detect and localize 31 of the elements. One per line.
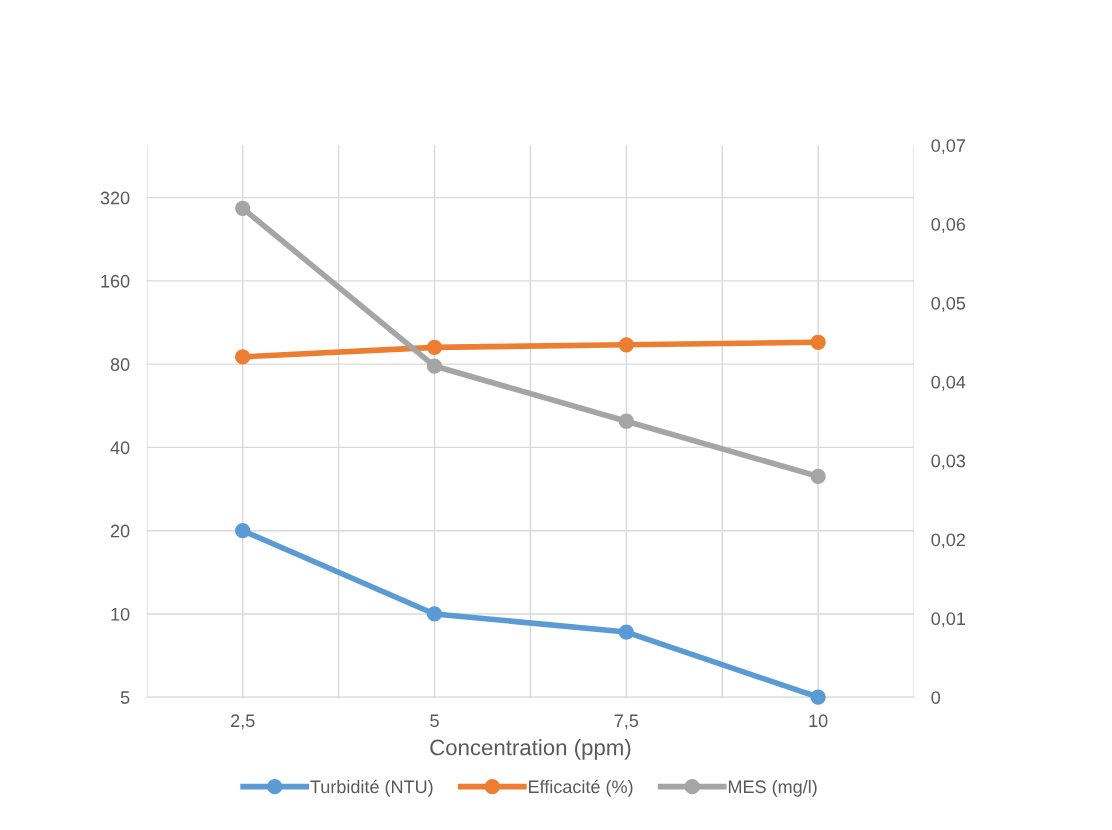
y2-tick-label: 0,04: [931, 375, 966, 391]
y2-tick-label: 0,05: [931, 296, 966, 312]
y-tick-label: 10: [111, 607, 130, 621]
point: [810, 334, 826, 350]
y2-tick-label: 0,06: [931, 218, 966, 233]
y-tick-label: 20: [110, 524, 130, 538]
y2-tick-label: 0,07: [931, 139, 965, 155]
legend-label: Turbidité (NTU): [310, 779, 433, 797]
legend-label: MES (mg/l): [728, 779, 817, 797]
y-tick-label: 160: [101, 274, 130, 288]
point: [235, 523, 251, 539]
point: [426, 606, 443, 622]
y2-tick-label: 0,01: [931, 612, 965, 628]
y2-tick-label: 0,03: [931, 454, 966, 470]
x-tick-label: 10: [809, 714, 828, 728]
x-tick-label: 5: [430, 714, 439, 728]
y-tick-label: 40: [110, 441, 130, 455]
legend-label: Efficacité (%): [529, 779, 633, 797]
point: [235, 349, 251, 365]
x-tick-label: 7,5: [614, 714, 639, 730]
point: [810, 689, 826, 705]
x-axis-title: Concentration (ppm): [430, 739, 631, 760]
y2-tick-label: 0: [931, 691, 941, 704]
x-tick-label: 2,5: [231, 714, 255, 730]
point: [618, 624, 634, 640]
y2-tick-label: 0,02: [931, 533, 965, 549]
y-tick-label: 5: [120, 691, 130, 704]
point: [426, 339, 443, 356]
y-tick-label: 80: [110, 358, 130, 371]
y-tick-label: 320: [100, 191, 130, 205]
point: [618, 337, 634, 353]
